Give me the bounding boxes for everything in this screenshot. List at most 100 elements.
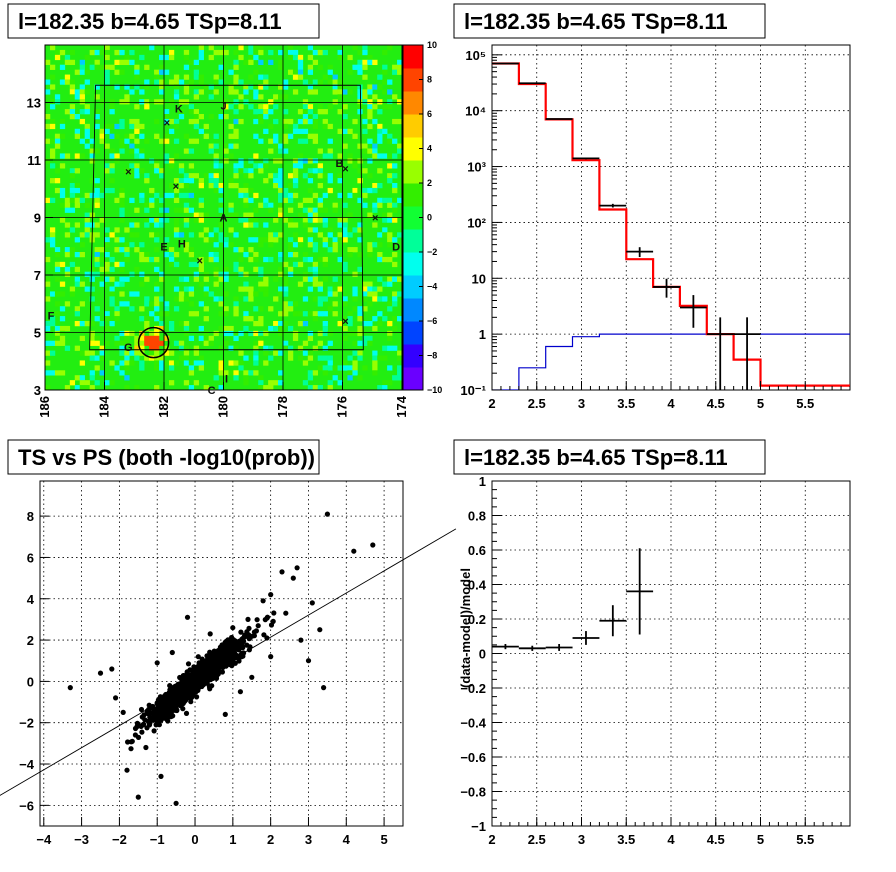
heatmap-cell — [377, 276, 383, 282]
heatmap-cell — [283, 138, 289, 144]
heatmap-cell — [297, 237, 304, 243]
heatmap-cell — [218, 345, 224, 351]
heatmap-cell — [292, 192, 299, 199]
heatmap-cell — [144, 104, 150, 110]
heatmap-cell — [114, 158, 120, 164]
heatmap-cell — [382, 49, 388, 56]
heatmap-cell — [233, 232, 239, 238]
heatmap-cell — [238, 271, 244, 277]
heatmap-cell — [173, 296, 180, 302]
x-tick-label: 176 — [335, 396, 350, 418]
heatmap-cell — [94, 123, 100, 130]
heatmap-cell — [159, 168, 165, 174]
heatmap-cell — [258, 168, 264, 174]
heatmap-cell — [144, 301, 150, 307]
heatmap-cell — [183, 222, 190, 228]
heatmap-cell — [347, 247, 353, 253]
heatmap-cell — [49, 232, 56, 238]
heatmap-cell — [337, 232, 343, 238]
heatmap-cell — [307, 232, 314, 238]
heatmap-cell — [109, 266, 115, 273]
heatmap-cell — [203, 291, 209, 297]
colorbar-tick-label: 0 — [427, 213, 432, 223]
scatter-point — [125, 739, 131, 745]
heatmap-cell — [168, 118, 175, 125]
heatmap-cell — [327, 247, 333, 253]
heatmap-cell — [154, 237, 160, 243]
heatmap-cell — [392, 237, 398, 243]
heatmap-cell — [312, 385, 319, 391]
heatmap-cell — [69, 59, 76, 66]
x-tick-label: −3 — [74, 832, 89, 847]
heatmap-cell — [362, 365, 368, 371]
heatmap-cell — [317, 217, 323, 223]
heatmap-cell — [317, 163, 323, 169]
heatmap-cell — [278, 266, 284, 273]
heatmap-cell — [129, 59, 135, 66]
heatmap-cell — [203, 335, 209, 342]
heatmap-cell — [362, 168, 368, 174]
heatmap-cell — [74, 385, 81, 391]
heatmap-cell — [337, 79, 343, 85]
heatmap-cell — [154, 163, 160, 169]
y-tick-label: 11 — [27, 153, 41, 168]
heatmap-cell — [352, 64, 358, 70]
heatmap-cell — [54, 370, 61, 376]
heatmap-cell — [317, 207, 323, 213]
heatmap-cell — [357, 104, 363, 110]
heatmap-cell — [302, 217, 309, 223]
heatmap-cell — [297, 64, 304, 70]
heatmap-cell — [178, 207, 185, 213]
title-box — [453, 3, 766, 39]
heatmap-cell — [193, 94, 200, 100]
colorbar-swatch — [403, 229, 423, 253]
scatter-point — [183, 710, 190, 717]
heatmap-cell — [69, 104, 76, 110]
heatmap-cell — [168, 49, 175, 56]
heatmap-cell — [268, 345, 274, 351]
heatmap-cell — [362, 148, 368, 154]
heatmap-cell — [372, 59, 378, 66]
scatter-point — [154, 660, 160, 666]
heatmap-cell — [193, 59, 200, 66]
heatmap-cell — [397, 365, 403, 371]
heatmap-cell — [94, 247, 100, 253]
heatmap-cell — [253, 222, 259, 228]
heatmap-cell — [322, 123, 328, 130]
heatmap-cell — [382, 296, 388, 302]
heatmap-cell — [397, 148, 403, 154]
heatmap-cell — [238, 187, 244, 194]
heatmap-cell — [213, 281, 219, 287]
heatmap-cell — [377, 153, 383, 159]
heatmap-cell — [54, 330, 61, 337]
heatmap-cell — [327, 227, 333, 233]
heatmap-cell — [392, 325, 398, 332]
heatmap-cell — [159, 296, 165, 302]
scatter-point — [223, 638, 229, 644]
heatmap-cell — [278, 84, 284, 90]
heatmap-cell — [154, 296, 160, 302]
heatmap-cell — [134, 345, 140, 351]
heatmap-cell — [228, 207, 234, 213]
heatmap-cell — [263, 114, 269, 120]
heatmap-cell — [367, 187, 373, 194]
heatmap-cell — [129, 330, 135, 337]
heatmap-cell — [332, 74, 338, 80]
heatmap-cell — [392, 261, 398, 268]
scatter-point — [151, 728, 157, 734]
panel-scatter: TS vs PS (both -log10(prob)) −4 −3 −2 −1 0 1 2… — [0, 439, 457, 847]
heatmap-cell — [352, 192, 358, 199]
heatmap-cell — [228, 133, 234, 139]
heatmap-cell — [213, 256, 219, 263]
heatmap-cell — [387, 330, 393, 337]
heatmap-cell — [164, 360, 170, 366]
heatmap-cell — [94, 94, 100, 100]
heatmap-cell — [337, 321, 343, 327]
scatter-point — [211, 648, 217, 654]
scatter-point — [321, 685, 327, 691]
heatmap-cell — [94, 380, 100, 386]
heatmap-cell — [283, 123, 289, 130]
scatter-point — [198, 681, 204, 687]
heatmap-cell — [129, 242, 135, 248]
